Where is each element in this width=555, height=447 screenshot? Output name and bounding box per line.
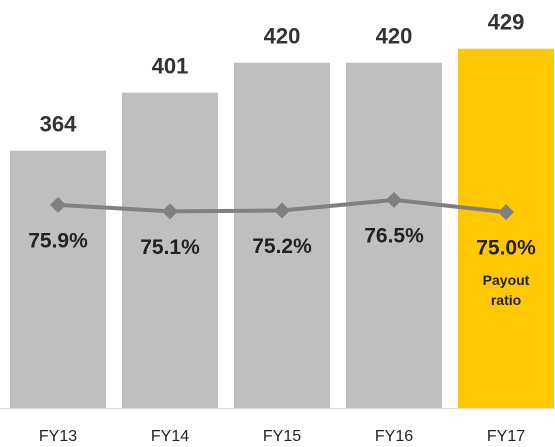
x-tick-label: FY14 <box>151 428 189 445</box>
bar <box>346 62 442 409</box>
bar <box>458 48 554 409</box>
bar <box>122 92 218 408</box>
bar-value-label: 420 <box>264 24 301 49</box>
x-tick-label: FY13 <box>39 428 77 445</box>
bar <box>234 62 330 409</box>
line-value-label: 75.1% <box>140 236 200 259</box>
marker <box>162 203 178 220</box>
line-value-label: 75.0% <box>476 237 536 260</box>
marker <box>386 191 402 208</box>
x-tick-label: FY15 <box>263 428 301 445</box>
x-tick-label: FY16 <box>375 428 413 445</box>
bar-value-label: 401 <box>152 53 189 78</box>
marker <box>498 204 514 221</box>
bar-value-label: 429 <box>488 9 525 34</box>
bar-value-label: 364 <box>40 111 77 136</box>
x-tick-label: FY17 <box>487 428 525 445</box>
line-value-label: 76.5% <box>364 224 424 247</box>
bar <box>10 150 106 408</box>
marker <box>274 202 290 219</box>
bar-value-label: 420 <box>376 24 413 49</box>
marker <box>50 196 66 213</box>
line-value-label: 75.9% <box>28 229 88 252</box>
line-value-label: 75.2% <box>252 235 312 258</box>
annotation: Payout ratio <box>482 272 530 308</box>
